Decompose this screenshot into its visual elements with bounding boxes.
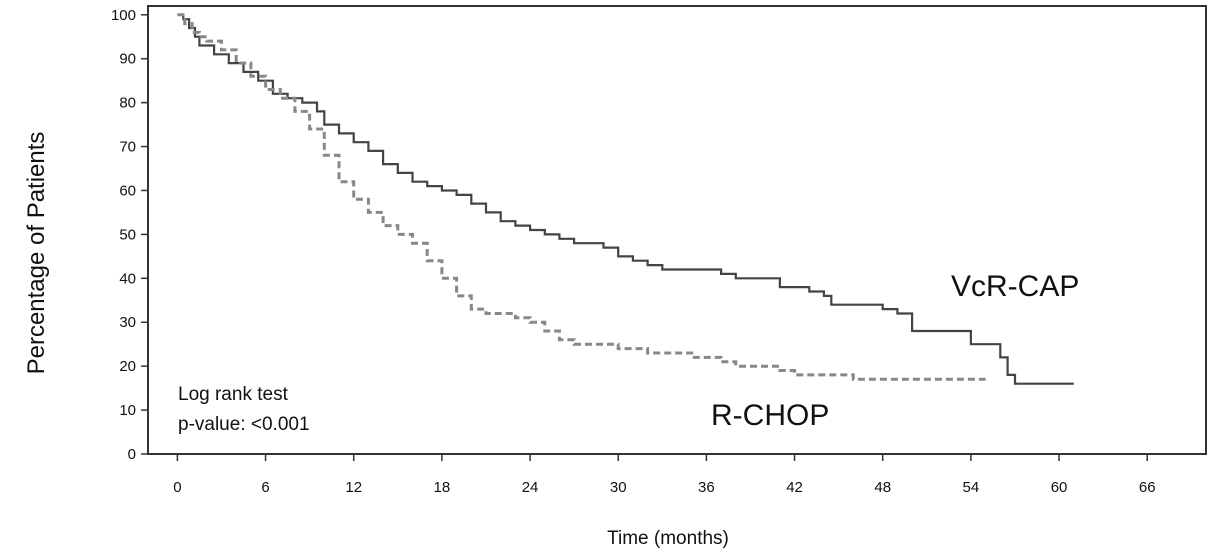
series-label-vcr-cap: VcR-CAP — [951, 270, 1079, 303]
y-tick-label: 90 — [119, 51, 136, 68]
x-tick-label: 0 — [173, 479, 181, 496]
series-line-r-chop — [177, 13, 986, 381]
x-tick-label: 66 — [1139, 479, 1156, 496]
y-tick-label: 20 — [119, 358, 136, 375]
x-tick-label: 54 — [963, 479, 980, 496]
annotation-p-value: p-value: <0.001 — [178, 414, 310, 435]
y-tick-label: 100 — [111, 7, 136, 24]
y-tick-label: 0 — [128, 446, 136, 463]
y-tick-label: 60 — [119, 182, 136, 199]
y-tick-label: 80 — [119, 95, 136, 112]
y-tick-label: 40 — [119, 270, 136, 287]
x-tick-label: 48 — [874, 479, 891, 496]
x-tick-label: 42 — [786, 479, 803, 496]
x-tick-label: 18 — [434, 479, 451, 496]
series-line-vcr-cap — [177, 13, 1074, 385]
chart-marks: 0 10 20 30 40 50 60 70 80 90 100 0 6 12 18 24 30 36 42 48 54… — [111, 5, 1207, 496]
x-tick-label: 36 — [698, 479, 715, 496]
y-tick-label: 50 — [119, 226, 136, 243]
x-tick-label: 6 — [261, 479, 269, 496]
x-tick-label: 60 — [1051, 479, 1068, 496]
y-tick-label: 10 — [119, 402, 136, 419]
y-axis-label: Percentage of Patients — [23, 132, 50, 375]
x-tick-label: 30 — [610, 479, 627, 496]
y-tick-label: 70 — [119, 139, 136, 156]
annotation-test-name: Log rank test — [178, 384, 289, 405]
y-tick-label: 30 — [119, 314, 136, 331]
x-tick-label: 24 — [522, 479, 539, 496]
plot-frame — [147, 5, 1207, 455]
series-label-r-chop: R-CHOP — [711, 399, 829, 432]
x-tick-label: 12 — [345, 479, 362, 496]
x-axis-label: Time (months) — [607, 528, 729, 549]
